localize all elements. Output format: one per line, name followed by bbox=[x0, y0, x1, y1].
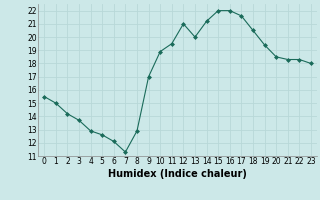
X-axis label: Humidex (Indice chaleur): Humidex (Indice chaleur) bbox=[108, 169, 247, 179]
